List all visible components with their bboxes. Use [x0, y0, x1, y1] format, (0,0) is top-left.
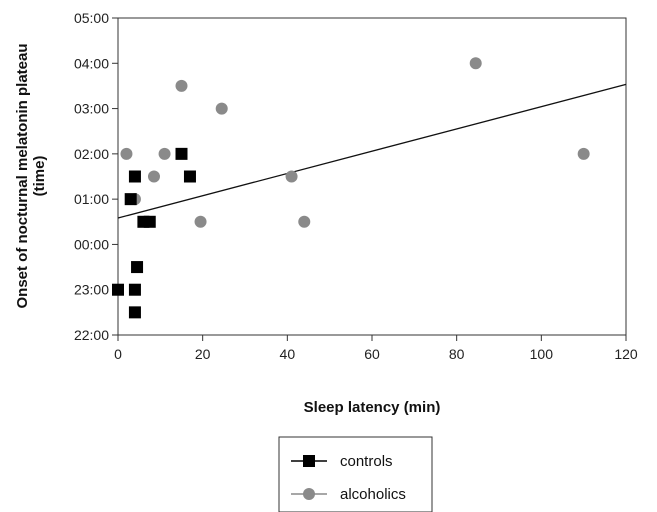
data-point-controls [128, 283, 141, 296]
legend-controls-label: controls [340, 453, 393, 470]
y-axis: 22:00 23:00 00:00 01:00 02:00 03:00 04:00 05:00 [74, 10, 118, 343]
data-point-alcoholics [215, 102, 228, 115]
data-point-controls [183, 170, 196, 183]
x-axis-title: Sleep latency (min) [304, 399, 441, 416]
data-point-alcoholics [298, 215, 311, 228]
data-point-controls [175, 147, 188, 160]
data-point-controls [131, 261, 144, 274]
y-tick-label: 22:00 [74, 327, 109, 343]
data-point-controls [143, 215, 156, 228]
y-tick-label: 00:00 [74, 236, 109, 252]
x-tick-label: 60 [364, 346, 380, 362]
y-tick-label: 01:00 [74, 191, 109, 207]
y-tick-label: 23:00 [74, 282, 109, 298]
data-point-alcoholics [469, 57, 482, 70]
legend-alcoholics-label: alcoholics [340, 486, 406, 503]
x-tick-label: 20 [195, 346, 211, 362]
x-tick-label: 100 [530, 346, 554, 362]
trendline [117, 83, 627, 219]
x-tick-label: 120 [614, 346, 638, 362]
y-tick-label: 03:00 [74, 101, 109, 117]
legend-item-controls: controls [291, 453, 393, 470]
x-tick-label: 80 [449, 346, 465, 362]
data-point-alcoholics [120, 147, 133, 160]
data-points [112, 57, 590, 319]
x-tick-label: 40 [280, 346, 296, 362]
data-point-alcoholics [158, 147, 171, 160]
data-point-alcoholics [285, 170, 298, 183]
y-tick-label: 02:00 [74, 146, 109, 162]
y-tick-label: 05:00 [74, 10, 109, 26]
data-point-alcoholics [175, 79, 188, 92]
legend-item-alcoholics: alcoholics [291, 486, 406, 503]
trendline-layer [117, 83, 627, 219]
legend: controls alcoholics [278, 436, 433, 512]
data-point-alcoholics [194, 215, 207, 228]
x-tick-label: 0 [114, 346, 122, 362]
x-axis: 0 20 40 60 80 100 120 [114, 335, 638, 362]
y-tick-label: 04:00 [74, 55, 109, 71]
data-point-controls [128, 306, 141, 319]
legend-alcoholics-marker [303, 488, 315, 500]
data-point-controls [112, 283, 124, 296]
legend-controls-marker [303, 455, 315, 467]
y-axis-title-line2: (time) [31, 156, 48, 197]
legend-box [278, 436, 433, 512]
data-point-controls [128, 170, 141, 183]
data-point-controls [124, 193, 137, 206]
data-point-alcoholics [147, 170, 160, 183]
y-axis-title: Onset of nocturnal melatonin plateau (ti… [14, 43, 48, 308]
y-axis-title-line1: Onset of nocturnal melatonin plateau [14, 43, 31, 308]
data-point-alcoholics [577, 147, 590, 160]
